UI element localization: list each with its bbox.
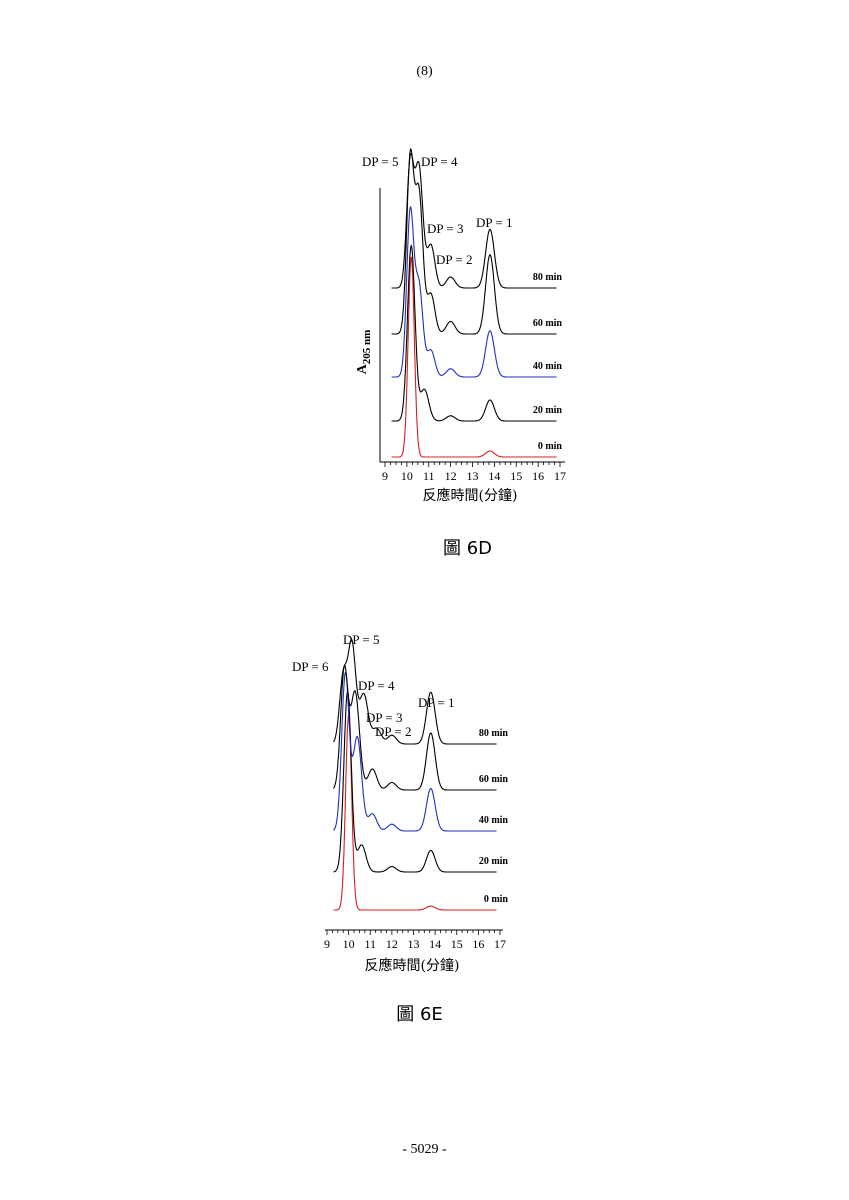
- chart-6e: 9 10 11 12 13 14 15 16 17 0 min 20 min 40 min 60 mi…: [292, 632, 509, 974]
- annotation-dp1: DP = 1: [476, 215, 512, 230]
- trace-label: 20 min: [533, 405, 563, 416]
- trace-line-80-min: [391, 153, 557, 289]
- trace-line-20-min: [391, 244, 557, 422]
- annotation-dp2: DP = 2: [375, 724, 411, 739]
- x-axis-label: 反應時間(分鐘): [423, 487, 518, 504]
- annotation-dp5: DP = 5: [343, 632, 379, 647]
- x-tick-label: 14: [488, 469, 500, 483]
- x-tick-label: 9: [324, 937, 330, 951]
- x-tick-label: 11: [423, 469, 435, 483]
- trace-line-60-min: [333, 664, 497, 791]
- trace-line-20-min: [333, 691, 497, 873]
- x-axis-label: 反應時間(分鐘): [365, 957, 460, 974]
- x-tick-label: 16: [532, 469, 544, 483]
- trace-line-40-min: [391, 206, 557, 378]
- trace-line-60-min: [391, 147, 557, 335]
- x-tick-label: 9: [382, 469, 388, 483]
- x-tick-label: 16: [472, 937, 484, 951]
- trace-line-40-min: [333, 671, 497, 832]
- trace-label: 0 min: [538, 441, 563, 452]
- x-tick-label: 10: [401, 469, 413, 483]
- trace-label: 60 min: [479, 774, 509, 785]
- trace-label: 40 min: [533, 361, 563, 372]
- annotation-dp4: DP = 4: [421, 154, 458, 169]
- trace-label: 20 min: [479, 856, 509, 867]
- trace-label: 0 min: [484, 894, 509, 905]
- annotation-dp3: DP = 3: [366, 710, 402, 725]
- page-header: (8): [416, 64, 433, 79]
- x-tick-label: 13: [408, 937, 420, 951]
- x-tick-label: 11: [364, 937, 376, 951]
- x-tick-label: 17: [494, 937, 506, 951]
- x-ticks: 9 10 11 12 13 14 15 16 17: [382, 462, 566, 483]
- trace-label: 40 min: [479, 815, 509, 826]
- x-tick-label: 13: [467, 469, 479, 483]
- x-tick-label: 12: [445, 469, 457, 483]
- figure-caption-6d: 圖 6D: [442, 538, 493, 559]
- chart-6d: 9 10 11 12 13 14 15 16 17 0 min 20 min 40 min 60 mi…: [355, 147, 566, 504]
- traces: 0 min 20 min 40 min 60 min 80 min: [333, 638, 509, 911]
- traces: 0 min 20 min 40 min 60 min 80 min: [391, 147, 563, 458]
- annotation-dp5: DP = 5: [362, 154, 398, 169]
- x-tick-label: 15: [510, 469, 522, 483]
- trace-label: 60 min: [533, 318, 563, 329]
- annotation-dp1: DP = 1: [418, 695, 454, 710]
- trace-line-0-min: [391, 256, 557, 458]
- x-tick-label: 14: [429, 937, 441, 951]
- trace-label: 80 min: [533, 272, 563, 283]
- annotation-dp4: DP = 4: [358, 678, 395, 693]
- trace-line-80-min: [333, 638, 497, 745]
- page-footer: - 5029 -: [402, 1142, 447, 1157]
- x-tick-label: 15: [451, 937, 463, 951]
- x-ticks: 9 10 11 12 13 14 15 16 17: [324, 930, 506, 951]
- y-axis-label: A205 nm: [355, 330, 373, 375]
- x-tick-label: 10: [343, 937, 355, 951]
- trace-label: 80 min: [479, 728, 509, 739]
- x-tick-label: 12: [386, 937, 398, 951]
- annotation-dp3: DP = 3: [427, 221, 463, 236]
- annotation-dp2: DP = 2: [436, 252, 472, 267]
- trace-line-0-min: [333, 714, 497, 911]
- figure-caption-6e: 圖 6E: [396, 1004, 443, 1025]
- x-tick-label: 17: [554, 469, 566, 483]
- annotation-dp6: DP = 6: [292, 659, 329, 674]
